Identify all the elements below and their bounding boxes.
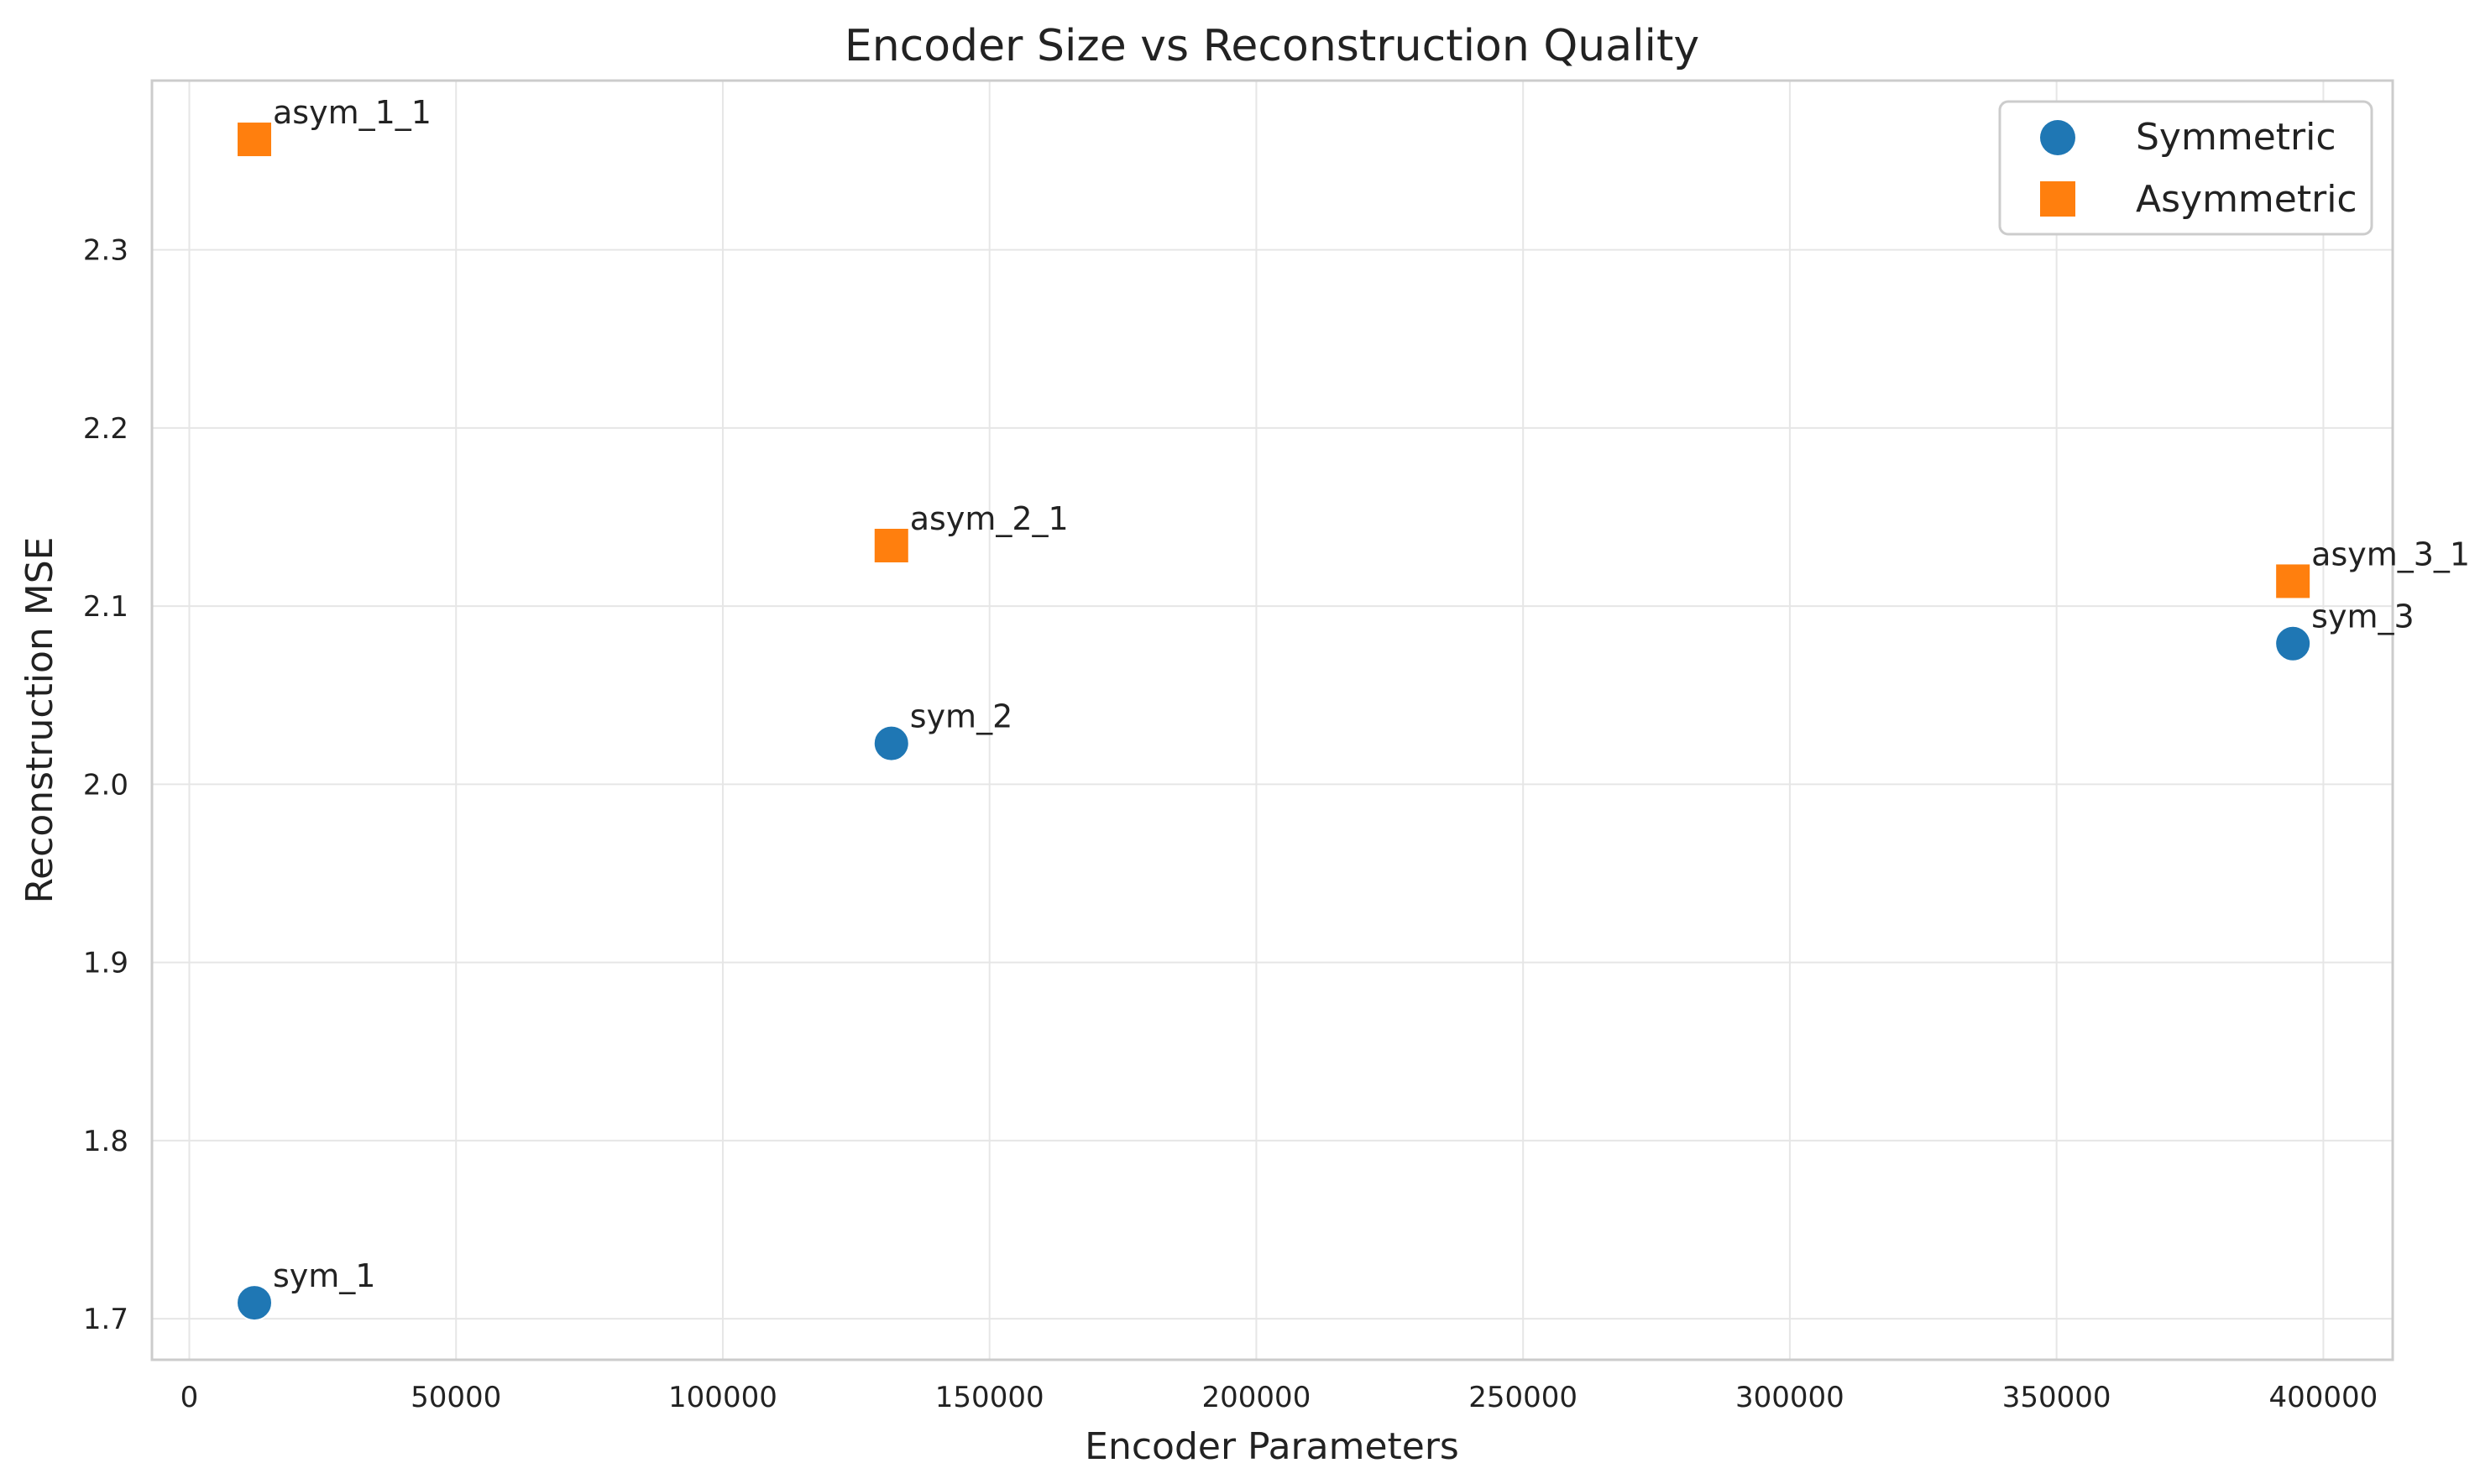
y-tick-label: 2.1 (83, 590, 128, 624)
x-axis-label: Encoder Parameters (1085, 1425, 1459, 1468)
data-points (236, 121, 2312, 1322)
x-tick-label: 250000 (1468, 1381, 1577, 1414)
x-tick-label: 400000 (2268, 1381, 2378, 1414)
x-tick-label: 350000 (2002, 1381, 2111, 1414)
y-tick-label: 2.2 (83, 412, 128, 446)
x-tick-label: 150000 (935, 1381, 1044, 1414)
legend-label-asymmetric: Asymmetric (2136, 178, 2357, 221)
legend-marker-symmetric (2040, 120, 2075, 155)
y-axis-label: Reconstruction MSE (18, 537, 61, 904)
x-tick-label: 0 (181, 1381, 199, 1414)
x-tick-label: 50000 (411, 1381, 501, 1414)
asymmetric-point (236, 121, 274, 159)
asymmetric-point (872, 526, 910, 564)
point-label: asym_1_1 (273, 94, 432, 131)
y-tick-label: 2.3 (83, 234, 128, 268)
point-label: asym_2_1 (910, 500, 1069, 537)
x-tick-label: 100000 (668, 1381, 777, 1414)
point-label: asym_3_1 (2311, 536, 2470, 572)
chart-title: Encoder Size vs Reconstruction Quality (845, 21, 1699, 71)
y-axis-ticks: 1.7 1.8 1.9 2.0 2.1 2.2 2.3 (83, 234, 128, 1337)
y-tick-label: 1.7 (83, 1303, 128, 1336)
plot-area-frame (150, 79, 2394, 1361)
symmetric-point (2274, 624, 2312, 662)
symmetric-point (872, 724, 910, 762)
y-tick-label: 1.9 (83, 947, 128, 980)
legend-marker-asymmetric (2040, 181, 2075, 217)
asymmetric-point (2274, 562, 2312, 600)
y-tick-label: 1.8 (83, 1125, 128, 1158)
legend-label-symmetric: Symmetric (2136, 116, 2336, 159)
point-label: sym_2 (910, 698, 1012, 735)
grid-lines (152, 81, 2393, 1360)
legend-frame (1998, 100, 2373, 236)
point-label: sym_3 (2311, 598, 2414, 635)
x-tick-label: 200000 (1202, 1381, 1311, 1414)
legend: Symmetric Asymmetric (1998, 100, 2373, 236)
y-tick-label: 2.0 (83, 768, 128, 802)
x-tick-label: 300000 (1735, 1381, 1844, 1414)
point-labels: sym_1 sym_2 sym_3 asym_1_1 asym_2_1 asym_3_1 (273, 94, 2470, 1294)
x-axis-ticks: 0 50000 100000 150000 200000 250000 300000 3500… (181, 1381, 2378, 1414)
symmetric-point (236, 1284, 274, 1322)
point-label: sym_1 (273, 1257, 375, 1294)
